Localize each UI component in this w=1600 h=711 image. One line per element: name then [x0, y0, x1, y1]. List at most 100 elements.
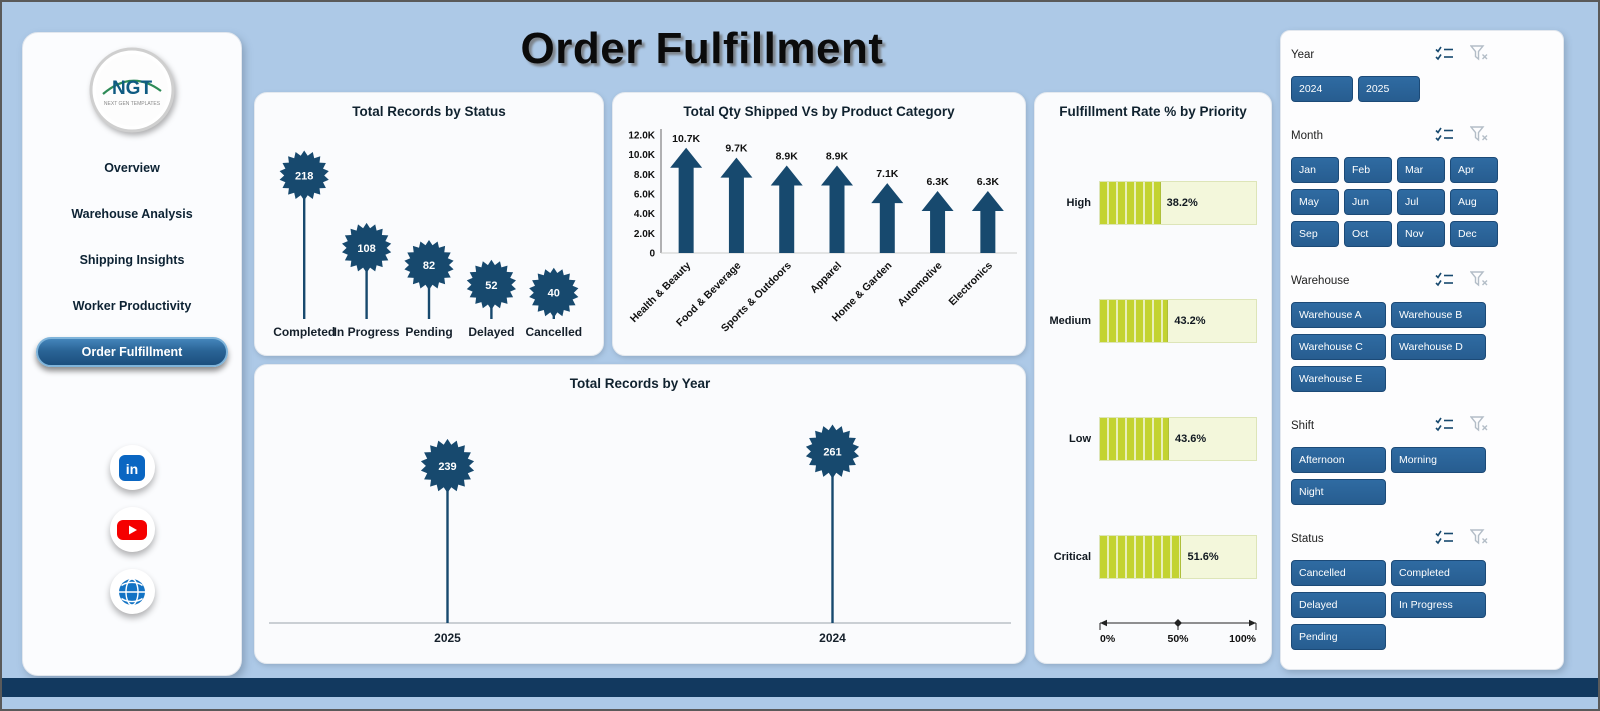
gauge-track-critical[interactable]: 51.6%	[1099, 535, 1257, 579]
lollipop-pending[interactable]: 82	[404, 240, 454, 319]
sidebar-item-order-fulfillment[interactable]: Order Fulfillment	[36, 337, 228, 367]
filter-option-warehouse-d[interactable]: Warehouse D	[1391, 334, 1486, 360]
filter-option-delayed[interactable]: Delayed	[1291, 592, 1386, 618]
filter-header-icons	[1435, 271, 1488, 287]
filter-header: Shift	[1291, 416, 1563, 436]
bar-electronics[interactable]	[971, 191, 1004, 253]
panel-fulfillment-rate: Fulfillment Rate % by Priority High 38.2%…	[1034, 92, 1272, 664]
select-all-icon[interactable]	[1435, 530, 1454, 545]
y-tick-label: 4.0K	[634, 209, 656, 220]
lollipop-2025[interactable]: 239	[420, 438, 475, 623]
category-label: Delayed	[468, 325, 514, 339]
select-all-icon[interactable]	[1435, 46, 1454, 61]
bar-home-garden[interactable]	[871, 183, 904, 253]
value-label: 10.7K	[672, 133, 700, 145]
filter-option-nov[interactable]: Nov	[1397, 221, 1445, 247]
filter-option-in-progress[interactable]: In Progress	[1391, 592, 1486, 618]
bar-health-beauty[interactable]	[670, 147, 703, 253]
filter-option-mar[interactable]: Mar	[1397, 157, 1445, 183]
filter-option-may[interactable]: May	[1291, 189, 1339, 215]
youtube-icon[interactable]	[109, 507, 155, 552]
clear-filter-icon[interactable]	[1470, 271, 1488, 287]
clear-filter-icon[interactable]	[1470, 529, 1488, 545]
chart-title-records-by-status: Total Records by Status	[352, 104, 506, 119]
filter-option-oct[interactable]: Oct	[1344, 221, 1392, 247]
lollipop-cancelled[interactable]: 40	[529, 267, 579, 319]
category-label: Cancelled	[525, 325, 582, 339]
filter-option-jul[interactable]: Jul	[1397, 189, 1445, 215]
clear-filter-icon[interactable]	[1470, 416, 1488, 432]
filter-option-sep[interactable]: Sep	[1291, 221, 1339, 247]
lollipop-delayed[interactable]: 52	[466, 259, 516, 319]
svg-text:261: 261	[823, 446, 841, 458]
bar-automotive[interactable]	[921, 191, 954, 253]
filter-option-dec[interactable]: Dec	[1450, 221, 1498, 247]
sidebar-item-worker-productivity[interactable]: Worker Productivity	[72, 299, 192, 313]
category-label: Electronics	[946, 260, 995, 309]
ngt-logo: NGT NEXT GEN TEMPLATES	[89, 47, 175, 138]
svg-text:82: 82	[423, 260, 435, 272]
gauge-track-low[interactable]: 43.6%	[1099, 417, 1257, 461]
filter-option-warehouse-c[interactable]: Warehouse C	[1291, 334, 1386, 360]
y-tick-label: 6.0K	[634, 190, 656, 201]
sidebar-item-shipping-insights[interactable]: Shipping Insights	[79, 253, 185, 267]
category-label: Apparel	[808, 260, 844, 296]
filter-title-status: Status	[1291, 533, 1324, 545]
filter-option-2024[interactable]: 2024	[1291, 76, 1353, 102]
filter-header: Year	[1291, 45, 1563, 65]
select-all-icon[interactable]	[1435, 127, 1454, 142]
y-tick-label: 2.0K	[634, 229, 656, 240]
chart-title-qty-by-category: Total Qty Shipped Vs by Product Category	[683, 104, 955, 119]
gauge-fill	[1100, 300, 1169, 342]
gauge-fill	[1100, 536, 1182, 578]
filter-option-cancelled[interactable]: Cancelled	[1291, 560, 1386, 586]
gauge-axis: 0% 50% 100%	[1099, 615, 1257, 645]
lollipop-2024[interactable]: 261	[805, 424, 860, 624]
logo-swoosh	[102, 79, 162, 95]
filter-option-morning[interactable]: Morning	[1391, 447, 1486, 473]
filter-option-pending[interactable]: Pending	[1291, 624, 1386, 650]
filter-option-2025[interactable]: 2025	[1358, 76, 1420, 102]
records-by-status-chart: 218 Completed 108 In Progress 82 Pending 52 Del…	[273, 150, 582, 339]
lollipop-completed[interactable]: 218	[279, 150, 329, 320]
select-all-icon[interactable]	[1435, 417, 1454, 432]
filter-option-warehouse-e[interactable]: Warehouse E	[1291, 366, 1386, 392]
gauge-row-low: Low 43.6%	[1049, 417, 1257, 461]
filter-option-apr[interactable]: Apr	[1450, 157, 1498, 183]
filter-option-warehouse-a[interactable]: Warehouse A	[1291, 302, 1386, 328]
panel-qty-by-category: Total Qty Shipped Vs by Product Category…	[612, 92, 1026, 356]
filter-option-jan[interactable]: Jan	[1291, 157, 1339, 183]
lollipop-in-progress[interactable]: 108	[342, 222, 392, 319]
filter-title-warehouse: Warehouse	[1291, 275, 1350, 287]
logo-subtext: NEXT GEN TEMPLATES	[104, 101, 161, 107]
select-all-icon[interactable]	[1435, 272, 1454, 287]
svg-text:108: 108	[357, 243, 375, 255]
filter-option-aug[interactable]: Aug	[1450, 189, 1498, 215]
bar-food-beverage[interactable]	[720, 157, 753, 253]
filter-option-night[interactable]: Night	[1291, 479, 1386, 505]
web-icon[interactable]	[109, 569, 155, 614]
filter-option-completed[interactable]: Completed	[1391, 560, 1486, 586]
category-label: In Progress	[334, 325, 400, 339]
sidebar-nav: Overview Warehouse Analysis Shipping Insig…	[23, 153, 241, 367]
value-label: 8.9K	[776, 150, 799, 162]
records-by-year-chart: 239 2025 261 2024	[269, 424, 1011, 645]
clear-filter-icon[interactable]	[1470, 45, 1488, 61]
gauge-track-medium[interactable]: 43.2%	[1099, 299, 1257, 343]
sidebar-item-overview[interactable]: Overview	[104, 161, 160, 175]
svg-text:52: 52	[485, 280, 497, 292]
sidebar-item-warehouse-analysis[interactable]: Warehouse Analysis	[71, 207, 193, 221]
clear-filter-icon[interactable]	[1470, 126, 1488, 142]
gauge-row-high: High 38.2%	[1049, 181, 1257, 225]
filter-title-month: Month	[1291, 130, 1323, 142]
bar-apparel[interactable]	[821, 165, 853, 253]
filter-option-warehouse-b[interactable]: Warehouse B	[1391, 302, 1486, 328]
filter-header: Month	[1291, 126, 1563, 146]
gauge-track-high[interactable]: 38.2%	[1099, 181, 1257, 225]
linkedin-icon[interactable]: in	[109, 445, 155, 490]
bar-sports-outdoors[interactable]	[770, 165, 803, 253]
category-label: Completed	[273, 325, 335, 339]
filter-option-jun[interactable]: Jun	[1344, 189, 1392, 215]
filter-option-feb[interactable]: Feb	[1344, 157, 1392, 183]
filter-option-afternoon[interactable]: Afternoon	[1291, 447, 1386, 473]
